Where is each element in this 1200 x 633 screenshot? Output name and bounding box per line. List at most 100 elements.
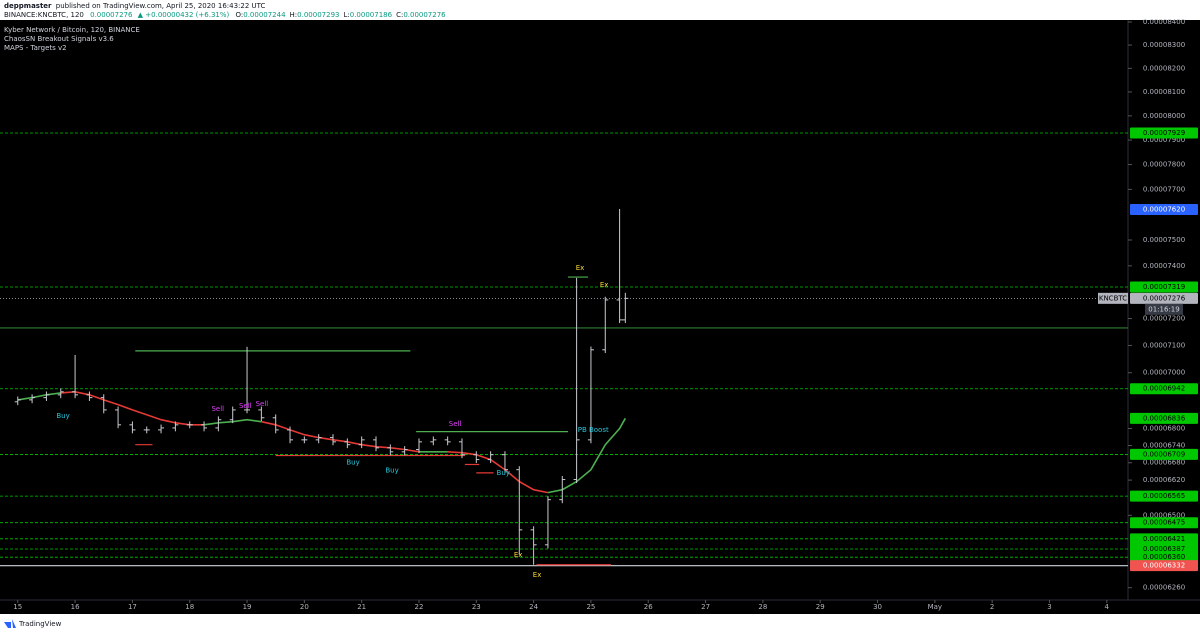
x-tick-label: May	[928, 603, 942, 611]
chart-title: Kyber Network / Bitcoin, 120, BINANCE	[4, 26, 140, 34]
x-tick-label: 18	[185, 603, 194, 611]
symbol: BINANCE:KNCBTC, 120	[4, 11, 84, 19]
signal-label: PB Boost	[578, 426, 609, 434]
level-label: 0.00007319	[1143, 283, 1185, 291]
x-tick-label: 2	[990, 603, 994, 611]
level-label-box	[1130, 412, 1198, 424]
signal-label: Buy	[346, 458, 359, 466]
y-tick-label: 0.00007000	[1143, 369, 1185, 377]
signal-label: Buy	[497, 469, 510, 477]
x-tick-label: 15	[13, 603, 22, 611]
ohlc-value: 0.00007276	[403, 11, 446, 19]
indicator: MAPS - Targets v2	[4, 44, 67, 52]
footer-bar	[0, 614, 1200, 633]
x-tick-label: 28	[758, 603, 767, 611]
signal-label: Ex	[514, 551, 523, 559]
signal-label: Buy	[56, 412, 69, 420]
y-tick-label: 0.00008100	[1143, 88, 1185, 96]
y-tick-label: 0.00006260	[1143, 584, 1185, 592]
indicator: ChaosSN Breakout Signals v3.6	[4, 35, 114, 43]
publish-line: deppmaster published on TradingView.com,…	[4, 2, 266, 10]
level-label-box	[1130, 383, 1198, 395]
y-tick-label: 0.00007400	[1143, 262, 1185, 270]
level-label: 0.00007929	[1143, 129, 1185, 137]
symbol-label: KNCBTC	[1099, 294, 1127, 302]
signal-label: Buy	[385, 467, 398, 475]
x-tick-label: 29	[816, 603, 825, 611]
moving-average	[60, 390, 549, 494]
level-label-box	[1130, 292, 1198, 304]
x-tick-label: 27	[701, 603, 710, 611]
x-tick-label: 21	[357, 603, 366, 611]
y-tick-label: 0.00006800	[1143, 424, 1185, 432]
x-tick-label: 4	[1105, 603, 1110, 611]
level-label-box	[1130, 551, 1198, 563]
ohlc-key: L:	[343, 11, 349, 19]
x-tick-label: 26	[644, 603, 653, 611]
level-label: 0.00006565	[1143, 492, 1185, 500]
level-label-box	[1130, 533, 1198, 545]
signal-label: Sell	[239, 402, 252, 410]
signal-label: Ex	[576, 264, 585, 272]
y-tick-label: 0.00007100	[1143, 341, 1185, 349]
level-label-box	[1130, 517, 1198, 529]
y-tick-label: 0.00006740	[1143, 442, 1185, 450]
y-tick-label: 0.00007200	[1143, 315, 1185, 323]
signal-label: Ex	[533, 571, 542, 579]
y-tick-label: 0.00007700	[1143, 185, 1185, 193]
signal-label: Sell	[211, 405, 224, 413]
author: deppmaster	[4, 2, 52, 10]
brand[interactable]: TradingView	[18, 620, 62, 628]
y-tick-label: 0.00007900	[1143, 136, 1185, 144]
signal-label: Sell	[449, 420, 462, 428]
level-label: 0.00006332	[1143, 562, 1185, 570]
plot: Buy Sell Sell Sell Sell Buy Buy Buy PB Boost Ex Ex…	[0, 132, 1128, 579]
countdown-box	[1145, 303, 1183, 315]
header-bar	[0, 0, 1200, 20]
level-label-box	[1130, 281, 1198, 293]
level-label: 0.00006709	[1143, 450, 1185, 458]
level-label: 0.00006387	[1143, 545, 1185, 553]
ohlc-key: C:	[396, 11, 403, 19]
x-tick-label: 17	[128, 603, 137, 611]
level-label-box	[1130, 127, 1198, 139]
level-label: 0.00006360	[1143, 553, 1185, 561]
y-tick-label: 0.00006500	[1143, 511, 1185, 519]
y-tick-label: 0.00008000	[1143, 112, 1185, 120]
y-tick-label: 0.00008300	[1143, 41, 1185, 49]
level-label-box	[1130, 490, 1198, 502]
signal-label: Sell	[256, 400, 269, 408]
level-label: 0.00007620	[1143, 205, 1185, 213]
price: 0.00007276	[90, 11, 133, 19]
x-tick-label: 20	[300, 603, 309, 611]
level-label: 0.00006836	[1143, 414, 1186, 422]
x-tick-label: 16	[71, 603, 80, 611]
y-tick-label: 0.00007800	[1143, 161, 1185, 169]
symbol-line: BINANCE:KNCBTC, 120 0.00007276 ▲ +0.0000…	[4, 11, 446, 19]
symbol-box	[1098, 292, 1128, 304]
y-tick-label: 0.00006680	[1143, 459, 1185, 467]
x-tick-label: 23	[472, 603, 481, 611]
y-tick-label: 0.00006620	[1143, 476, 1185, 484]
level-label-box	[1130, 448, 1198, 460]
level-label-box	[1130, 203, 1198, 215]
x-tick-label: 3	[1047, 603, 1051, 611]
y-tick-label: 0.00008400	[1143, 18, 1185, 26]
x-tick-label: 24	[529, 603, 538, 611]
x-tick-label: 19	[243, 603, 252, 611]
x-tick-label: 30	[873, 603, 882, 611]
y-tick-label: 0.00008200	[1143, 64, 1185, 72]
signal-label: Ex	[600, 281, 609, 289]
ohlc-key: O:	[235, 11, 243, 19]
ohlc-value: 0.00007244	[243, 11, 286, 19]
level-label-box	[1130, 560, 1198, 572]
x-tick-label: 25	[586, 603, 595, 611]
level-label: 0.00007276	[1143, 294, 1186, 302]
logo	[4, 619, 16, 628]
level-label: 0.00006942	[1143, 385, 1185, 393]
ohlc-key: H:	[290, 11, 298, 19]
change: ▲ +0.00000432 (+6.31%)	[138, 11, 230, 19]
ohlc-value: 0.00007186	[350, 11, 393, 19]
